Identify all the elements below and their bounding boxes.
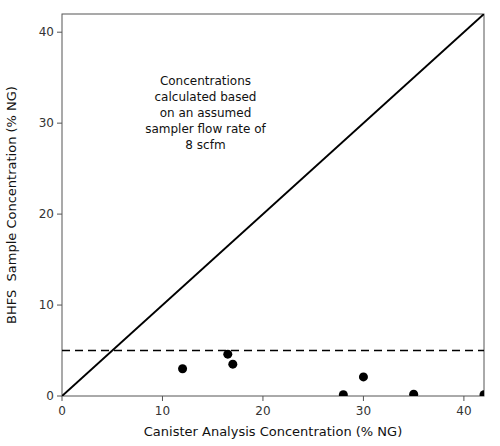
plot-frame xyxy=(62,14,484,396)
annotation: Concentrationscalculated basedon an assu… xyxy=(145,74,266,152)
point xyxy=(480,390,485,396)
point xyxy=(409,390,418,396)
reference-line xyxy=(62,350,484,352)
point xyxy=(223,350,232,359)
plot-area xyxy=(62,14,484,396)
y-tick-label: 0 xyxy=(46,389,54,403)
x-tick xyxy=(62,396,63,401)
x-tick-label: 40 xyxy=(456,404,471,418)
x-tick-label: 20 xyxy=(255,404,270,418)
y-tick xyxy=(57,305,62,306)
reference-line xyxy=(62,14,484,396)
y-tick-label: 10 xyxy=(39,298,54,312)
y-axis-label: BHFS Sample Concentration (% NG) xyxy=(4,86,19,324)
x-tick xyxy=(363,396,364,401)
y-tick xyxy=(57,32,62,33)
x-tick-label: 10 xyxy=(155,404,170,418)
x-tick xyxy=(162,396,163,401)
point xyxy=(339,390,348,396)
y-tick xyxy=(57,396,62,397)
y-tick xyxy=(57,123,62,124)
x-tick xyxy=(463,396,464,401)
chart: 0 10 20 30 40 0 10 20 30 40 Canister Analysis Conc… xyxy=(0,0,500,446)
point xyxy=(178,364,187,373)
y-tick-label: 30 xyxy=(39,116,54,130)
y-tick-label: 40 xyxy=(39,25,54,39)
x-tick-label: 0 xyxy=(58,404,66,418)
y-tick xyxy=(57,214,62,215)
point xyxy=(228,360,237,369)
x-tick xyxy=(262,396,263,401)
x-tick-label: 30 xyxy=(356,404,371,418)
x-axis-label: Canister Analysis Concentration (% NG) xyxy=(144,424,402,439)
y-tick-label: 20 xyxy=(39,207,54,221)
point xyxy=(359,372,368,381)
